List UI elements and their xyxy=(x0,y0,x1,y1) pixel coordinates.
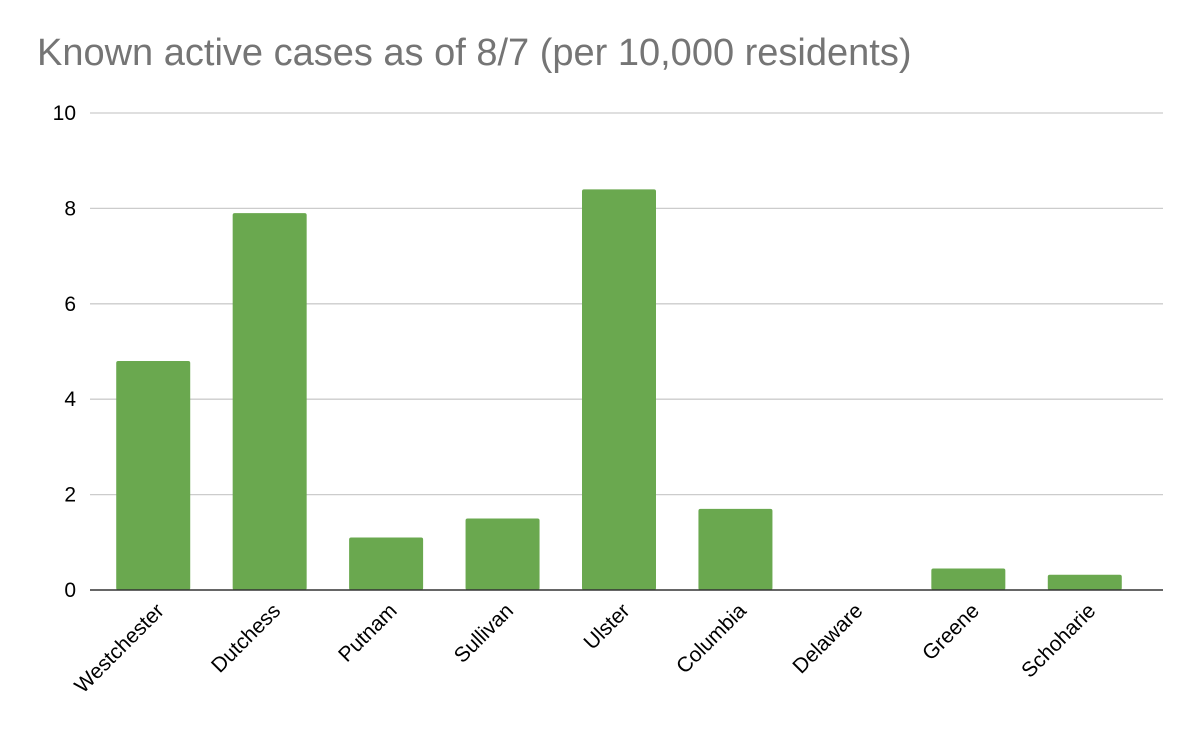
x-tick-label: Sullivan xyxy=(450,599,518,667)
x-tick-label: Schoharie xyxy=(1017,599,1100,682)
x-tick-label: Delaware xyxy=(788,599,867,678)
bar-greene xyxy=(931,568,1006,590)
bar-dutchess xyxy=(232,213,307,591)
y-tick-label: 6 xyxy=(64,293,76,316)
bar-schoharie xyxy=(1047,574,1122,590)
y-tick-label: 10 xyxy=(53,102,76,125)
y-tick-label: 8 xyxy=(64,197,76,220)
bars xyxy=(116,189,1122,591)
x-tick-label: Westchester xyxy=(70,599,169,698)
bar-ulster xyxy=(582,189,656,590)
bar-putnam xyxy=(349,537,424,590)
chart-title: Known active cases as of 8/7 (per 10,000… xyxy=(37,32,912,74)
bar-sullivan xyxy=(465,518,540,590)
y-tick-label: 2 xyxy=(64,484,76,507)
x-axis-labels: Westchester Dutchess Putnam Sullivan Ulster C… xyxy=(70,599,1100,698)
x-tick-label: Greene xyxy=(918,599,984,665)
x-tick-label: Ulster xyxy=(579,599,634,654)
x-tick-label: Dutchess xyxy=(207,599,285,677)
x-tick-label: Putnam xyxy=(334,599,401,666)
y-axis-ticks: 0 2 4 6 8 10 xyxy=(53,102,77,602)
bar-westchester xyxy=(116,361,191,590)
bar-columbia xyxy=(698,508,773,590)
y-tick-label: 4 xyxy=(64,388,76,411)
y-tick-label: 0 xyxy=(64,579,76,602)
x-tick-label: Columbia xyxy=(672,599,751,678)
